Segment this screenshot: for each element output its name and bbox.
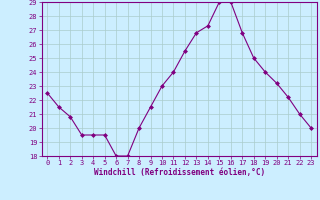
X-axis label: Windchill (Refroidissement éolien,°C): Windchill (Refroidissement éolien,°C) [94,168,265,177]
